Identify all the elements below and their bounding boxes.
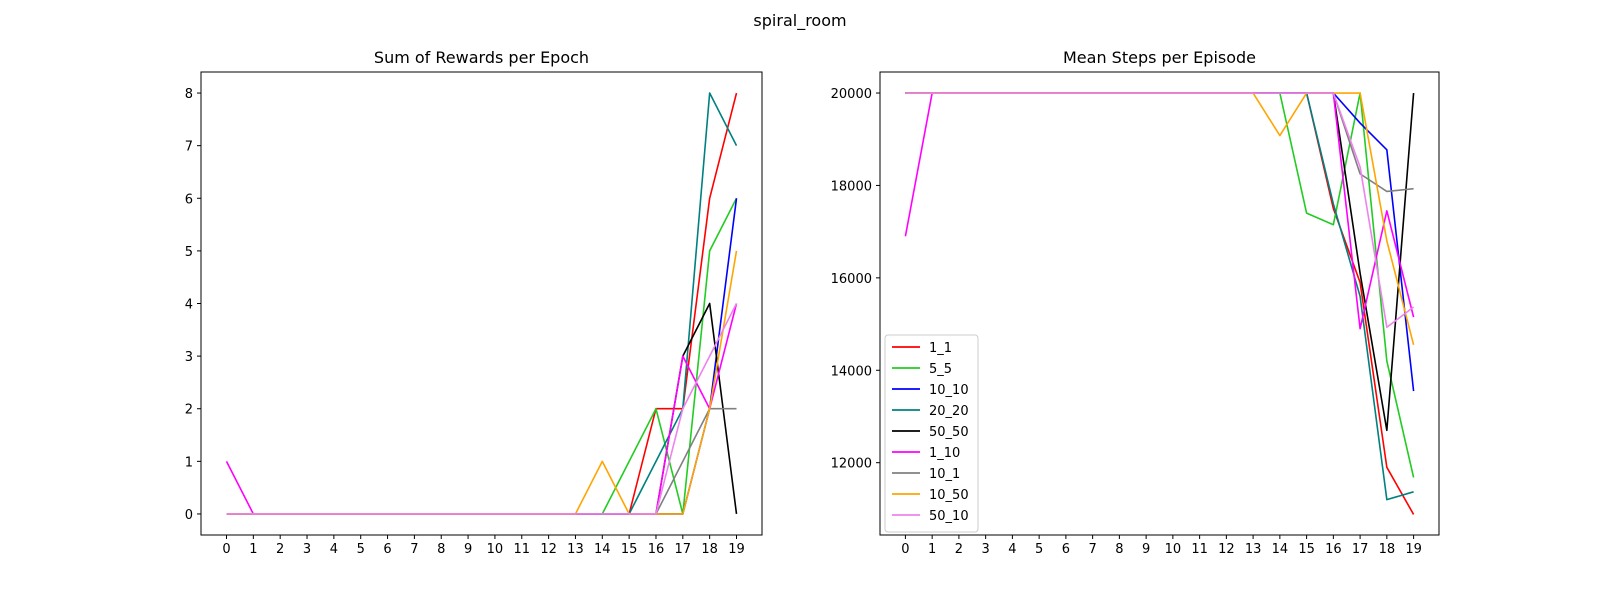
steps-y-tick-label: 20000 bbox=[831, 87, 872, 102]
legend-label-1_10: 1_10 bbox=[929, 446, 960, 461]
steps-series-line-10_1 bbox=[905, 92, 1414, 193]
steps-x-tick-label: 4 bbox=[1008, 542, 1016, 557]
steps-x-tick-label: 16 bbox=[1325, 542, 1342, 557]
rewards-x-tick-label: 12 bbox=[540, 542, 557, 557]
rewards-y-tick-label: 4 bbox=[185, 298, 193, 313]
rewards-x-tick-label: 8 bbox=[437, 542, 445, 557]
steps-chart-panel: Mean Steps per Episode 0 1 2 3 4 5 6 7 8 9 10 11 12 1… bbox=[831, 48, 1440, 557]
steps-y-tick-label: 16000 bbox=[831, 272, 872, 287]
rewards-x-tick-label: 6 bbox=[383, 542, 391, 557]
rewards-x-tick-label: 13 bbox=[567, 542, 584, 557]
legend-label-20_20: 20_20 bbox=[929, 404, 969, 419]
rewards-x-tick-label: 14 bbox=[594, 542, 611, 557]
rewards-x-tick-label: 5 bbox=[357, 542, 365, 557]
steps-series-group bbox=[904, 92, 1415, 515]
steps-x-tick-label: 13 bbox=[1245, 542, 1262, 557]
rewards-x-tick-label: 1 bbox=[249, 542, 257, 557]
rewards-chart-title: Sum of Rewards per Epoch bbox=[374, 48, 589, 67]
rewards-y-tick-label: 8 bbox=[185, 87, 193, 102]
rewards-series-group bbox=[225, 92, 738, 515]
legend-label-5_5: 5_5 bbox=[929, 362, 952, 377]
steps-x-tick-label: 5 bbox=[1035, 542, 1043, 557]
steps-x-tick-label: 17 bbox=[1352, 542, 1369, 557]
steps-x-tick-label: 11 bbox=[1191, 542, 1208, 557]
rewards-x-tick-label: 3 bbox=[303, 542, 311, 557]
rewards-y-tick-label: 6 bbox=[185, 192, 193, 207]
rewards-y-tick-label: 7 bbox=[185, 140, 193, 155]
steps-chart-title: Mean Steps per Episode bbox=[1063, 48, 1256, 67]
steps-x-tick-label: 6 bbox=[1062, 542, 1070, 557]
steps-x-tick-label: 19 bbox=[1405, 542, 1422, 557]
steps-x-tick-label: 12 bbox=[1218, 542, 1235, 557]
steps-x-tick-label: 1 bbox=[928, 542, 936, 557]
steps-series-line-1_10 bbox=[904, 92, 1415, 330]
rewards-series-line-1_1 bbox=[226, 92, 738, 515]
rewards-y-tick-label: 2 bbox=[185, 403, 193, 418]
legend-label-1_1: 1_1 bbox=[929, 341, 952, 356]
steps-x-tick-label: 2 bbox=[955, 542, 963, 557]
rewards-plot-frame bbox=[200, 71, 763, 536]
legend-label-50_50: 50_50 bbox=[929, 425, 969, 440]
steps-y-tick-label: 18000 bbox=[831, 179, 872, 194]
rewards-x-tick-label: 17 bbox=[675, 542, 692, 557]
rewards-series-line-5_5 bbox=[226, 197, 738, 515]
legend-label-50_10: 50_10 bbox=[929, 509, 969, 524]
legend-label-10_1: 10_1 bbox=[929, 467, 960, 482]
rewards-x-tick-label: 15 bbox=[621, 542, 638, 557]
rewards-x-tick-label: 16 bbox=[648, 542, 665, 557]
steps-x-tick-label: 15 bbox=[1298, 542, 1315, 557]
rewards-series-line-10_10 bbox=[226, 198, 738, 515]
steps-series-line-5_5 bbox=[905, 92, 1415, 478]
steps-x-tick-label: 10 bbox=[1165, 542, 1182, 557]
rewards-y-tick-label: 3 bbox=[185, 350, 193, 365]
rewards-x-tick-label: 19 bbox=[728, 542, 745, 557]
rewards-x-tick-label: 11 bbox=[513, 542, 530, 557]
figure-suptitle: spiral_room bbox=[753, 11, 846, 31]
steps-x-tick-label: 0 bbox=[901, 542, 909, 557]
steps-plot-frame bbox=[879, 71, 1440, 536]
steps-x-tick-label: 14 bbox=[1272, 542, 1289, 557]
steps-series-line-1_1 bbox=[905, 92, 1415, 515]
steps-x-tick-label: 9 bbox=[1142, 542, 1150, 557]
steps-x-tick-label: 7 bbox=[1088, 542, 1096, 557]
steps-x-tick-label: 18 bbox=[1379, 542, 1396, 557]
steps-legend: 1_1 5_5 10_10 20_20 50_50 1_10 10_1 10_50 50_10 bbox=[884, 334, 979, 533]
steps-series-line-20_20 bbox=[905, 92, 1414, 501]
rewards-x-tick-label: 10 bbox=[487, 542, 504, 557]
rewards-x-tick-label: 0 bbox=[222, 542, 230, 557]
steps-series-line-10_10 bbox=[905, 92, 1415, 392]
rewards-x-tick-label: 18 bbox=[701, 542, 718, 557]
rewards-x-tick-label: 4 bbox=[330, 542, 338, 557]
steps-series-line-50_50 bbox=[905, 92, 1415, 432]
steps-y-tick-label: 12000 bbox=[831, 457, 872, 472]
rewards-x-tick-label: 9 bbox=[464, 542, 472, 557]
rewards-y-tick-label: 0 bbox=[185, 508, 193, 523]
rewards-series-line-10_50 bbox=[226, 250, 738, 515]
rewards-x-axis: 0 1 2 3 4 5 6 7 8 9 10 11 12 13 14 15 16 17 18 19 bbox=[222, 535, 745, 557]
steps-x-tick-label: 3 bbox=[982, 542, 990, 557]
rewards-y-axis: 0 1 2 3 4 5 6 7 8 bbox=[185, 87, 201, 523]
rewards-chart-panel: Sum of Rewards per Epoch 0 1 2 3 4 5 6 7 8 9 10 11 1… bbox=[185, 48, 763, 557]
legend-label-10_10: 10_10 bbox=[929, 383, 969, 398]
steps-x-tick-label: 8 bbox=[1115, 542, 1123, 557]
steps-y-axis: 12000 14000 16000 18000 20000 bbox=[831, 87, 880, 472]
legend-label-10_50: 10_50 bbox=[929, 488, 969, 503]
rewards-series-line-20_20 bbox=[226, 92, 738, 515]
rewards-y-tick-label: 1 bbox=[185, 455, 193, 470]
rewards-series-line-50_10 bbox=[226, 303, 738, 515]
legend-box bbox=[884, 334, 979, 533]
steps-series-line-50_10 bbox=[905, 92, 1415, 329]
rewards-x-tick-label: 7 bbox=[410, 542, 418, 557]
steps-x-axis: 0 1 2 3 4 5 6 7 8 9 10 11 12 13 14 15 16 17 18 19 bbox=[901, 535, 1422, 557]
rewards-y-tick-label: 5 bbox=[185, 245, 193, 260]
rewards-x-tick-label: 2 bbox=[276, 542, 284, 557]
steps-y-tick-label: 14000 bbox=[831, 364, 872, 379]
